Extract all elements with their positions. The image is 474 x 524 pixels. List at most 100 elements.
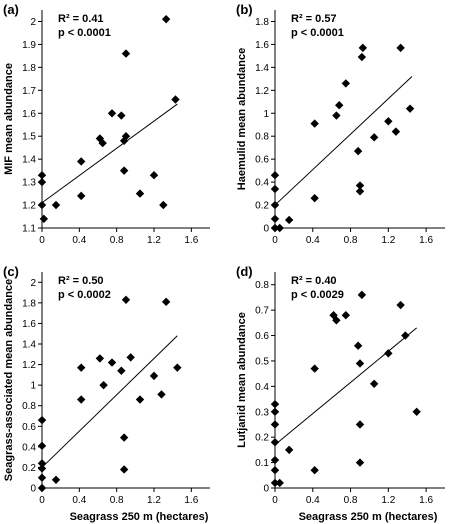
data-point (37, 415, 47, 425)
data-point (95, 354, 105, 363)
y-tick-label: 0.4 (255, 382, 269, 393)
x-tick-label: 0.4 (306, 235, 320, 246)
y-tick-label: 1.4 (255, 63, 269, 74)
y-tick-label: 0.2 (22, 463, 36, 474)
y-tick-label: 0.2 (255, 201, 269, 212)
r-squared-label: R² = 0.50 (58, 275, 104, 287)
panel-label: (c) (3, 264, 19, 279)
panel-c: 0 0.2 0.4 0.6 0.8 1 1.2 1.4 1.6 1.8 2 0 0.4 0.8 1.2 1.6… (3, 264, 210, 506)
x-axis-title: Seagrass 250 m (hectares) (299, 511, 438, 523)
data-point (310, 193, 319, 203)
x-tick-label: 0.4 (306, 495, 320, 506)
x-tick-label: 0 (39, 495, 45, 506)
data-point (173, 363, 182, 372)
r-squared-label: R² = 0.41 (58, 13, 104, 25)
data-point (357, 52, 367, 62)
data-point (270, 399, 280, 409)
y-tick-label: 0.2 (255, 433, 269, 444)
y-tick-label: 0.6 (22, 422, 36, 433)
data-point (37, 464, 47, 473)
data-point (401, 331, 410, 340)
x-tick-label: 1.2 (147, 495, 161, 506)
x-tick-label: 0.8 (344, 495, 358, 506)
y-tick-label: 1.8 (22, 298, 36, 309)
data-point (270, 171, 280, 180)
data-point (37, 200, 47, 210)
y-tick-label: 0 (263, 484, 269, 495)
y-tick-label: 0.6 (255, 155, 269, 166)
data-point (159, 200, 168, 210)
data-point (353, 341, 363, 350)
data-point (384, 349, 393, 358)
data-point (358, 43, 368, 53)
data-point (369, 379, 379, 389)
y-tick-label: 1.6 (22, 319, 36, 330)
trend-line (274, 327, 417, 446)
panel-label: (a) (3, 2, 19, 17)
data-point (355, 359, 365, 368)
data-point (161, 14, 171, 24)
data-point (270, 214, 280, 224)
data-point (107, 358, 117, 367)
p-value-label: p < 0.0001 (291, 27, 344, 39)
data-point (310, 119, 319, 128)
x-tick-label: 1.6 (419, 495, 433, 506)
data-point (391, 127, 401, 136)
data-point (270, 438, 280, 447)
data-point (412, 407, 421, 416)
y-tick-label: 1.2 (22, 201, 36, 212)
data-point (119, 166, 129, 175)
y-tick-label: 1.7 (22, 86, 36, 97)
data-point (355, 181, 365, 190)
data-point (135, 395, 145, 404)
data-point (157, 390, 166, 399)
data-point (355, 458, 365, 467)
data-point (37, 483, 47, 493)
y-tick-label: 1.2 (22, 360, 36, 371)
y-axis-title: MIF mean abundance (3, 63, 15, 175)
data-point (341, 79, 351, 88)
y-tick-label: 1.8 (22, 63, 36, 74)
x-tick-label: 0.8 (110, 235, 124, 246)
data-point (99, 380, 108, 390)
data-point (119, 465, 129, 474)
y-tick-label: 1.8 (255, 17, 269, 28)
y-tick-label: 0.5 (255, 356, 269, 367)
data-point (353, 146, 363, 156)
y-tick-label: 0.8 (255, 280, 269, 291)
y-tick-label: 1 (30, 381, 36, 392)
data-point (39, 214, 49, 224)
data-point (51, 200, 61, 210)
panel-label: (b) (236, 2, 253, 17)
x-tick-label: 0.8 (110, 495, 124, 506)
data-point (270, 466, 280, 475)
r-squared-label: R² = 0.57 (291, 13, 337, 25)
data-point (37, 459, 47, 468)
y-tick-label: 0.4 (255, 178, 269, 189)
data-point (121, 132, 131, 141)
data-point (77, 363, 86, 372)
data-point (396, 43, 405, 53)
data-point (310, 364, 319, 373)
data-point (107, 109, 117, 118)
x-tick-label: 0 (272, 235, 278, 246)
y-tick-label: 0.3 (255, 407, 269, 418)
data-point (270, 455, 280, 465)
data-point (332, 316, 341, 325)
data-point (270, 200, 280, 210)
data-point (341, 311, 351, 320)
panel-label: (d) (236, 264, 253, 279)
x-tick-label: 1.6 (184, 235, 198, 246)
y-tick-label: 1.4 (22, 340, 36, 351)
data-point (369, 133, 379, 142)
y-tick-label: 0 (263, 224, 269, 235)
y-tick-label: 0.4 (22, 442, 36, 453)
trend-line (41, 103, 178, 204)
r-squared-label: R² = 0.40 (291, 275, 337, 287)
data-point (355, 187, 365, 196)
data-point (77, 157, 86, 166)
data-point (270, 478, 280, 488)
y-tick-label: 1.6 (255, 40, 269, 51)
x-tick-label: 1.6 (184, 495, 198, 506)
